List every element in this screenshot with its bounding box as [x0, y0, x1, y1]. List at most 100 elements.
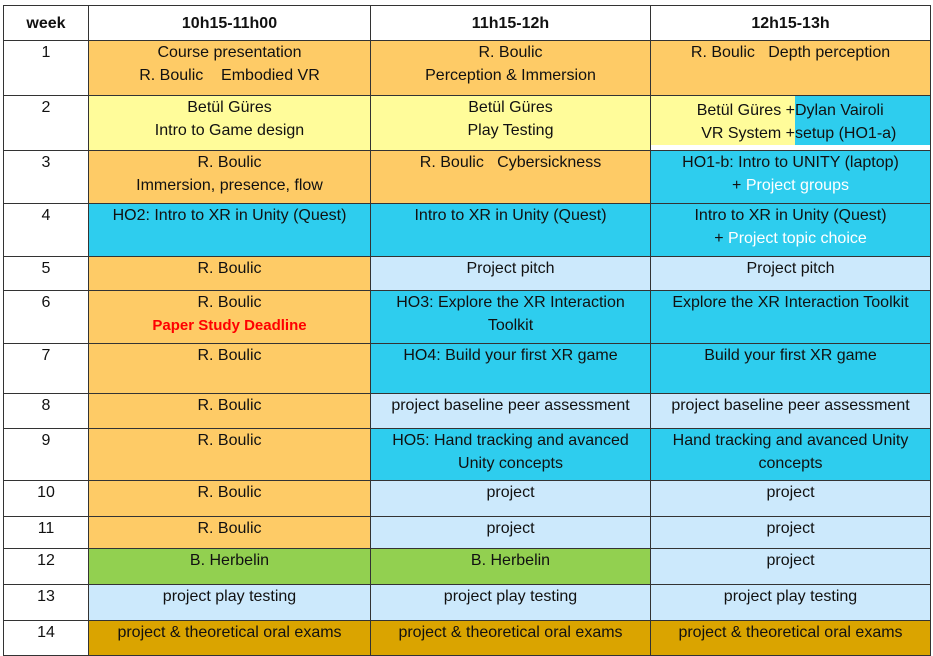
session-text: R. Boulic Cybersickness — [419, 154, 602, 171]
session-text: Intro to XR in Unity (Quest) — [694, 207, 887, 224]
session-text: R. Boulic — [197, 294, 262, 311]
week-number: 5 — [3, 256, 89, 291]
session-text: HO4: Build your first XR game — [403, 347, 618, 364]
session-cell-split: Betül Güres + VR System + Dylan Vairoli … — [650, 95, 931, 151]
session-cell: R. Boulic — [88, 256, 371, 291]
session-text: concepts — [758, 455, 823, 472]
session-cell: project — [370, 480, 651, 517]
session-cell: R. Boulic Cybersickness — [370, 150, 651, 204]
table-row-week-1: 1 Course presentation R. Boulic Embodied… — [3, 40, 931, 96]
session-text: Project pitch — [746, 260, 835, 277]
session-cell: Betül Güres Play Testing — [370, 95, 651, 151]
session-cell: project — [650, 480, 931, 517]
session-cell: HO1-b: Intro to UNITY (laptop) + Project… — [650, 150, 931, 204]
session-cell: Build your first XR game — [650, 343, 931, 394]
session-text: project & theoretical oral exams — [117, 624, 342, 641]
deadline-label: Paper Study Deadline — [152, 317, 307, 334]
session-text: project — [766, 520, 815, 537]
session-text: project — [766, 484, 815, 501]
session-text: Intro to XR in Unity (Quest) — [414, 207, 607, 224]
week-number: 11 — [3, 516, 89, 549]
plus-prefix: + — [714, 230, 729, 247]
session-text: Build your first XR game — [704, 347, 877, 364]
session-cell: project & theoretical oral exams — [88, 620, 371, 656]
table-row-week-8: 8 R. Boulic project baseline peer assess… — [3, 393, 931, 429]
session-text: project play testing — [162, 588, 297, 605]
week-number: 1 — [3, 40, 89, 96]
session-text: R. Boulic Depth perception — [690, 44, 891, 61]
session-text: Betül Güres + — [696, 102, 795, 119]
table-row-week-11: 11 R. Boulic project project — [3, 516, 931, 549]
session-text: Perception & Immersion — [425, 67, 596, 84]
session-cell: Hand tracking and avanced Unity concepts — [650, 428, 931, 481]
session-cell: Intro to XR in Unity (Quest) + Project t… — [650, 203, 931, 257]
table-row-week-12: 12 B. Herbelin B. Herbelin project — [3, 548, 931, 585]
session-text: R. Boulic Embodied VR — [139, 67, 320, 84]
session-cell: project & theoretical oral exams — [370, 620, 651, 656]
week-number: 7 — [3, 343, 89, 394]
plus-prefix: + — [732, 177, 746, 194]
table-row-week-13: 13 project play testing project play tes… — [3, 584, 931, 621]
session-text-extra: + Project topic choice — [652, 227, 930, 250]
session-text: Intro to Game design — [154, 122, 305, 139]
highlight-project-topic: Project topic choice — [728, 230, 867, 247]
session-text: project baseline peer assessment — [391, 397, 630, 414]
session-text: R. Boulic — [478, 44, 543, 61]
session-text: HO2: Intro to XR in Unity (Quest) — [112, 207, 347, 224]
header-week: week — [3, 5, 89, 41]
session-cell: Intro to XR in Unity (Quest) — [370, 203, 651, 257]
session-text: Immersion, presence, flow — [136, 177, 323, 194]
session-text: Hand tracking and avanced Unity — [672, 432, 909, 449]
session-text: Course presentation — [157, 44, 302, 61]
session-cell: R. Boulic — [88, 480, 371, 517]
session-text: HO5: Hand tracking and avanced — [392, 432, 629, 449]
session-text: project — [766, 552, 815, 569]
week-number: 12 — [3, 548, 89, 585]
session-cell: Explore the XR Interaction Toolkit — [650, 290, 931, 344]
session-text: Project pitch — [466, 260, 555, 277]
session-cell: R. Boulic — [88, 516, 371, 549]
header-slot-2: 11h15-12h — [370, 5, 651, 41]
session-text: project play testing — [443, 588, 578, 605]
session-text-extra: + Project groups — [652, 174, 930, 197]
session-cell: Course presentation R. Boulic Embodied V… — [88, 40, 371, 96]
session-text: R. Boulic — [197, 484, 262, 501]
session-cell: project play testing — [370, 584, 651, 621]
table-row-week-6: 6 R. Boulic Paper Study Deadline HO3: Ex… — [3, 290, 931, 344]
session-text: Unity concepts — [458, 455, 563, 472]
table-row-week-14: 14 project & theoretical oral exams proj… — [3, 620, 931, 656]
week-number: 3 — [3, 150, 89, 204]
week-number: 2 — [3, 95, 89, 151]
session-text: VR System + — [701, 125, 795, 142]
session-cell: R. Boulic — [88, 428, 371, 481]
table-row-week-3: 3 R. Boulic Immersion, presence, flow R.… — [3, 150, 931, 204]
week-number: 9 — [3, 428, 89, 481]
table-row-week-2: 2 Betül Güres Intro to Game design Betül… — [3, 95, 931, 151]
week-number: 8 — [3, 393, 89, 429]
session-text: project play testing — [723, 588, 858, 605]
week-number: 14 — [3, 620, 89, 656]
session-cell: R. Boulic — [88, 343, 371, 394]
session-cell: project — [650, 548, 931, 585]
week-number: 13 — [3, 584, 89, 621]
session-text: R. Boulic — [197, 397, 262, 414]
highlight-project-groups: Project groups — [745, 177, 849, 194]
session-cell: project — [370, 516, 651, 549]
session-text: B. Herbelin — [470, 552, 551, 569]
session-cell: HO2: Intro to XR in Unity (Quest) — [88, 203, 371, 257]
session-text: B. Herbelin — [189, 552, 270, 569]
session-text: project — [486, 484, 535, 501]
session-text: project & theoretical oral exams — [398, 624, 623, 641]
session-cell: HO3: Explore the XR Interaction Toolkit — [370, 290, 651, 344]
session-text: Betül Güres — [468, 99, 553, 116]
session-cell: project & theoretical oral exams — [650, 620, 931, 656]
session-text: R. Boulic — [197, 154, 262, 171]
table-row-week-5: 5 R. Boulic Project pitch Project pitch — [3, 256, 931, 291]
header-slot-1: 10h15-11h00 — [88, 5, 371, 41]
session-text: R. Boulic — [197, 347, 262, 364]
session-text: HO3: Explore the XR Interaction — [396, 294, 625, 311]
session-cell: R. Boulic Depth perception — [650, 40, 931, 96]
session-cell: project baseline peer assessment — [370, 393, 651, 429]
session-cell: Betül Güres Intro to Game design — [88, 95, 371, 151]
session-text: R. Boulic — [197, 260, 262, 277]
